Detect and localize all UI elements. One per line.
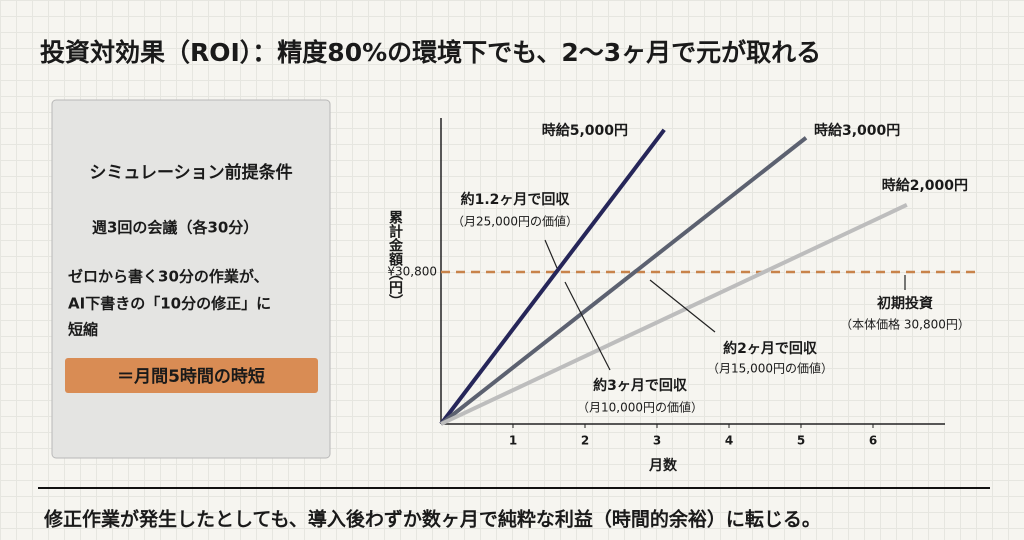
x-tick-label: 2	[581, 434, 589, 448]
chart: 1 2 3 4 5 6 ¥30,800 月数 累計金額（円） 時給5,000円 時給3,000円時給…	[387, 118, 975, 474]
series-line	[439, 136, 808, 426]
x-tick-label: 4	[725, 434, 733, 448]
panel-line: 短縮	[68, 321, 98, 339]
slide-title: 投資対効果（ROI）：精度80%の環境下でも、2〜3ヶ月で元が取れる	[40, 38, 821, 67]
footer-text: 修正作業が発生したとしても、導入後わずか数ヶ月で純粋な利益（時間的余裕）に転じる…	[43, 508, 821, 531]
series-line	[440, 203, 908, 426]
highlight-box	[65, 358, 318, 393]
annotation-text: 約1.2ヶ月で回収	[461, 191, 571, 208]
series-label: 時給2,000円	[882, 177, 968, 194]
annotation-note: （月25,000円の価値）	[452, 214, 578, 229]
annotation-pointer	[544, 239, 558, 269]
annotation-pointer	[649, 279, 716, 333]
highlight-text: ＝月間5時間の時短	[117, 366, 265, 387]
annotation-pointer	[564, 281, 611, 371]
x-tick-label: 1	[509, 434, 517, 448]
x-tick-label: 5	[797, 434, 805, 448]
y-tick-label: ¥30,800	[387, 264, 437, 278]
panel-line: 週3回の会議（各30分）	[92, 219, 258, 237]
annotation-note: （本体価格 30,800円）	[840, 317, 970, 332]
panel-line: ゼロから書く30分の作業が、	[68, 268, 269, 286]
y-axis-label: 累計金額（円）	[387, 210, 404, 308]
x-axis-label: 月数	[648, 457, 678, 474]
annotation-note: （月10,000円の価値）	[577, 400, 703, 415]
annotation-note: （月15,000円の価値）	[707, 361, 833, 376]
annotation-text: 初期投資	[877, 295, 933, 312]
x-tick-label: 3	[653, 434, 661, 448]
series-label: 時給3,000円	[814, 122, 900, 139]
series-label: 時給5,000円	[542, 122, 628, 139]
x-tick-label: 6	[869, 434, 877, 448]
annotation-text: 約3ヶ月で回収	[593, 377, 688, 394]
panel-line: AI下書きの「10分の修正」に	[68, 295, 271, 313]
annotation-text: 約2ヶ月で回収	[723, 340, 818, 357]
panel-heading: シミュレーション前提条件	[89, 162, 292, 183]
series-line	[439, 128, 666, 426]
